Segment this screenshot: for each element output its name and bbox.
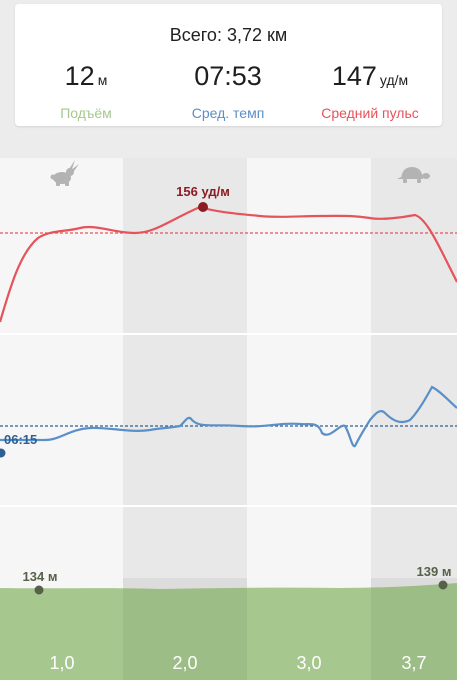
heart-rate-value: 147 — [331, 61, 377, 91]
km-label-4: 3,7 — [401, 653, 426, 673]
summary-card: Всего: 3,72 км 12 м Подъём 07:53 Сред. те… — [15, 4, 442, 126]
turtle-icon — [397, 167, 430, 183]
elevation-end-label: 139 м — [417, 564, 452, 579]
elevation-start-label: 134 м — [23, 569, 58, 584]
elevation-start-marker[interactable] — [34, 585, 44, 595]
elevation-label: Подъём — [60, 105, 112, 121]
elevation-area — [0, 583, 457, 680]
heart-rate-stat: 147 уд/м Средний пульс — [299, 61, 441, 121]
elevation-band-shade — [123, 578, 247, 680]
heart-rate-line — [0, 205, 457, 323]
pace-stat: 07:53 Сред. темп — [157, 61, 299, 121]
elevation-end-marker[interactable] — [438, 580, 448, 590]
workout-chart-svg[interactable]: 156 уд/м 06:15 134 м 139 м 1,0 2,0 3,0 3… — [0, 158, 457, 680]
heart-rate-label: Средний пульс — [321, 105, 419, 121]
heart-rate-unit: уд/м — [379, 72, 409, 88]
elevation-value: 12 — [64, 61, 95, 91]
heart-rate-peak-label: 156 уд/м — [176, 184, 230, 199]
elevation-stat: 12 м Подъём — [15, 61, 157, 121]
km-label-1: 1,0 — [49, 653, 74, 673]
heart-rate-peak-marker[interactable] — [198, 202, 208, 212]
km-label-3: 3,0 — [296, 653, 321, 673]
km-label-2: 2,0 — [172, 653, 197, 673]
elevation-unit: м — [97, 72, 108, 88]
rabbit-icon — [50, 160, 79, 186]
total-distance: Всего: 3,72 км — [169, 25, 288, 45]
pace-value: 07:53 — [194, 61, 262, 91]
elevation-band-shade — [371, 578, 457, 680]
pace-marker-label: 06:15 — [4, 432, 37, 447]
pace-marker[interactable] — [0, 448, 6, 458]
pace-label: Сред. темп — [191, 105, 265, 121]
pace-line — [0, 385, 457, 448]
workout-chart[interactable]: 156 уд/м 06:15 134 м 139 м 1,0 2,0 3,0 3… — [0, 158, 457, 680]
